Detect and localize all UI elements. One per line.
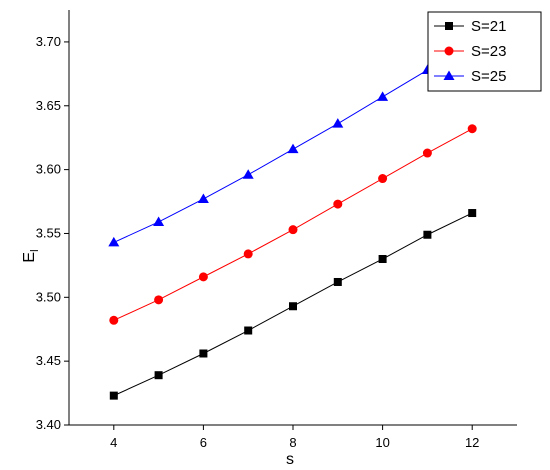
data-point: [422, 148, 432, 158]
data-point: [468, 209, 477, 218]
data-point: [332, 118, 344, 128]
data-point: [108, 236, 120, 247]
x-tick-label: 10: [375, 435, 389, 450]
data-point: [377, 91, 389, 101]
data-point: [154, 371, 163, 380]
x-tick-label: 6: [200, 435, 207, 450]
legend-label: S=23: [471, 43, 506, 60]
y-tick-label: 3.40: [36, 417, 61, 432]
data-point: [423, 230, 432, 239]
series-s-21: [109, 209, 477, 400]
y-axis-title-main: E: [21, 252, 38, 263]
series-s-23: [109, 124, 477, 325]
data-point: [154, 295, 164, 305]
x-tick-label: 8: [289, 435, 296, 450]
legend-label: S=21: [471, 18, 506, 35]
legend-item: S=23: [434, 43, 506, 60]
data-point: [378, 174, 388, 184]
data-point: [287, 143, 299, 154]
data-point: [109, 391, 118, 400]
series-line: [113, 41, 473, 243]
data-point: [333, 277, 342, 286]
data-point: [197, 193, 209, 203]
series-line: [113, 128, 473, 321]
legend-marker: [445, 22, 453, 30]
data-point: [109, 315, 119, 325]
y-tick-label: 3.60: [36, 162, 61, 177]
y-axis-title-subscript: l: [29, 249, 41, 251]
legend-marker: [443, 70, 455, 80]
y-tick-label: 3.65: [36, 98, 61, 113]
data-point: [467, 124, 477, 134]
x-tick-label: 4: [110, 435, 117, 450]
y-tick-label: 3.70: [36, 34, 61, 49]
data-point: [288, 225, 298, 235]
y-tick-label: 3.55: [36, 225, 61, 240]
data-point: [333, 199, 343, 209]
y-axis-title: El: [21, 249, 41, 262]
x-axis-title: s: [286, 451, 294, 468]
y-tick-label: 3.45: [36, 353, 61, 368]
data-point: [289, 302, 297, 311]
axes: 3.40 3.45 3.50 3.55 3.60 3.65 3.70 4 6 8 10 12: [36, 10, 517, 450]
data-point: [378, 255, 387, 263]
y-tick-label: 3.50: [36, 289, 61, 304]
data-point: [198, 272, 208, 282]
data-point: [153, 216, 165, 226]
legend-label: S=25: [471, 68, 506, 85]
plot-area: [108, 36, 478, 400]
data-point: [199, 349, 208, 358]
series-s-25: [108, 36, 478, 247]
legend: S=21 S=23 S=25: [427, 11, 542, 92]
svg-text:El: El: [21, 249, 41, 262]
legend-marker: [444, 46, 454, 56]
x-tick-label: 12: [465, 435, 479, 450]
legend-item: S=25: [434, 68, 506, 85]
data-point: [242, 169, 254, 179]
data-point: [243, 249, 253, 259]
legend-item: S=21: [434, 18, 506, 35]
data-point: [244, 326, 253, 335]
